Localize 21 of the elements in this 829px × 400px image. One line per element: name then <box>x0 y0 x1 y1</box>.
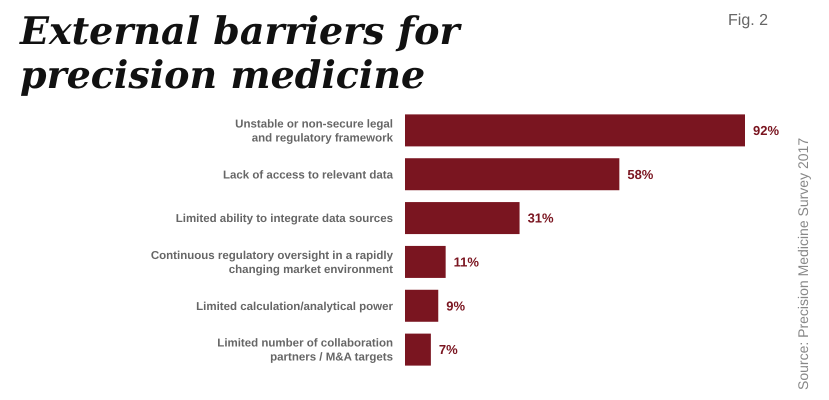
y-tick-label: Unstable or non-secure legal and regulatory framework <box>235 118 394 144</box>
bar <box>405 114 745 146</box>
data-label: 9% <box>446 298 466 314</box>
y-tick-label: Lack of access to relevant data <box>222 169 394 182</box>
source-note: Source: Precision Medicine Survey 2017 <box>795 138 811 390</box>
y-tick-label: Limited calculation/analytical power <box>196 300 394 313</box>
bar <box>405 246 446 278</box>
bar <box>405 158 620 190</box>
bar <box>405 290 438 322</box>
bar <box>405 202 520 234</box>
y-tick-label: Continuous regulatory oversight in a rapidly changing market environment <box>150 250 394 276</box>
data-label: 31% <box>528 210 554 226</box>
data-label: 11% <box>454 254 480 270</box>
data-label: 7% <box>438 342 458 358</box>
chart-title: External barriers for precision medicine <box>19 8 462 97</box>
chart-subtitle: Fig. 2 <box>728 12 768 29</box>
bar <box>405 334 431 366</box>
data-label: 58% <box>627 166 654 182</box>
y-tick-label: Limited ability to integrate data sources <box>176 213 393 226</box>
y-tick-label: Limited number of collaboration partners / M&A targets <box>217 338 393 364</box>
data-label: 92% <box>753 122 780 138</box>
